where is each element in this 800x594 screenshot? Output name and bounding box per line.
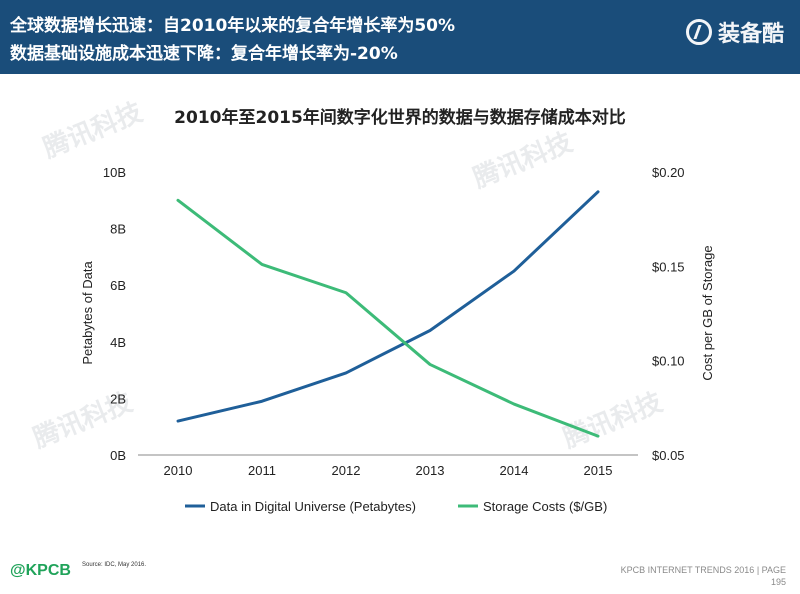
left-tick-label: 10B: [103, 165, 126, 180]
brand-logo: 装备酷: [685, 16, 784, 48]
x-axis-ticks: 2010 2011 2012 2013 2014 2015: [164, 463, 613, 478]
left-tick-label: 8B: [110, 222, 126, 237]
x-tick-label: 2014: [500, 463, 529, 478]
page-footer: KPCB INTERNET TRENDS 2016 | PAGE 195: [621, 564, 786, 588]
x-tick-label: 2015: [584, 463, 613, 478]
left-axis-title: Petabytes of Data: [80, 261, 95, 365]
right-tick-label: $0.05: [652, 448, 685, 463]
chart-title: 2010年至2015年间数字化世界的数据与数据存储成本对比: [174, 108, 626, 128]
brand-mark-icon: [685, 19, 712, 45]
right-axis-title: Cost per GB of Storage: [700, 245, 715, 380]
x-tick-label: 2010: [164, 463, 193, 478]
x-tick-label: 2013: [416, 463, 445, 478]
headline-growth: 全球数据增长迅速：自2010年以来的复合年增长率为50%: [10, 16, 456, 36]
footer-page-number: 195: [770, 577, 786, 587]
slide-header: 全球数据增长迅速：自2010年以来的复合年增长率为50% 数据基础设施成本迅速下…: [0, 0, 800, 74]
right-tick-label: $0.15: [652, 259, 685, 274]
brand-name: 装备酷: [717, 22, 784, 47]
source-note: Source: IDC, May 2016.: [82, 562, 147, 568]
headline-cost: 数据基础设施成本迅速下降：复合年增长率为-20%: [10, 44, 398, 64]
left-tick-label: 4B: [110, 335, 126, 350]
right-axis-ticks: $0.05 $0.10 $0.15 $0.20: [652, 165, 685, 463]
series-line-data: [176, 190, 600, 423]
series-line-cost: [176, 198, 600, 438]
series-layer: [176, 190, 600, 438]
x-tick-label: 2011: [248, 463, 276, 478]
legend-label-data: Data in Digital Universe (Petabytes): [210, 499, 416, 514]
chart-legend: Data in Digital Universe (Petabytes) Sto…: [185, 499, 607, 514]
kpcb-logo: @KPCB: [10, 562, 71, 579]
left-tick-label: 2B: [110, 391, 126, 406]
x-tick-label: 2012: [332, 463, 361, 478]
right-tick-label: $0.20: [652, 165, 685, 180]
footer-report-name: KPCB INTERNET TRENDS 2016 | PAGE: [620, 565, 786, 575]
right-tick-label: $0.10: [652, 354, 685, 369]
left-tick-label: 0B: [110, 448, 126, 463]
left-axis-ticks: 0B 2B 4B 6B 8B 10B: [103, 165, 126, 463]
legend-label-cost: Storage Costs ($/GB): [483, 499, 607, 514]
left-tick-label: 6B: [110, 278, 126, 293]
